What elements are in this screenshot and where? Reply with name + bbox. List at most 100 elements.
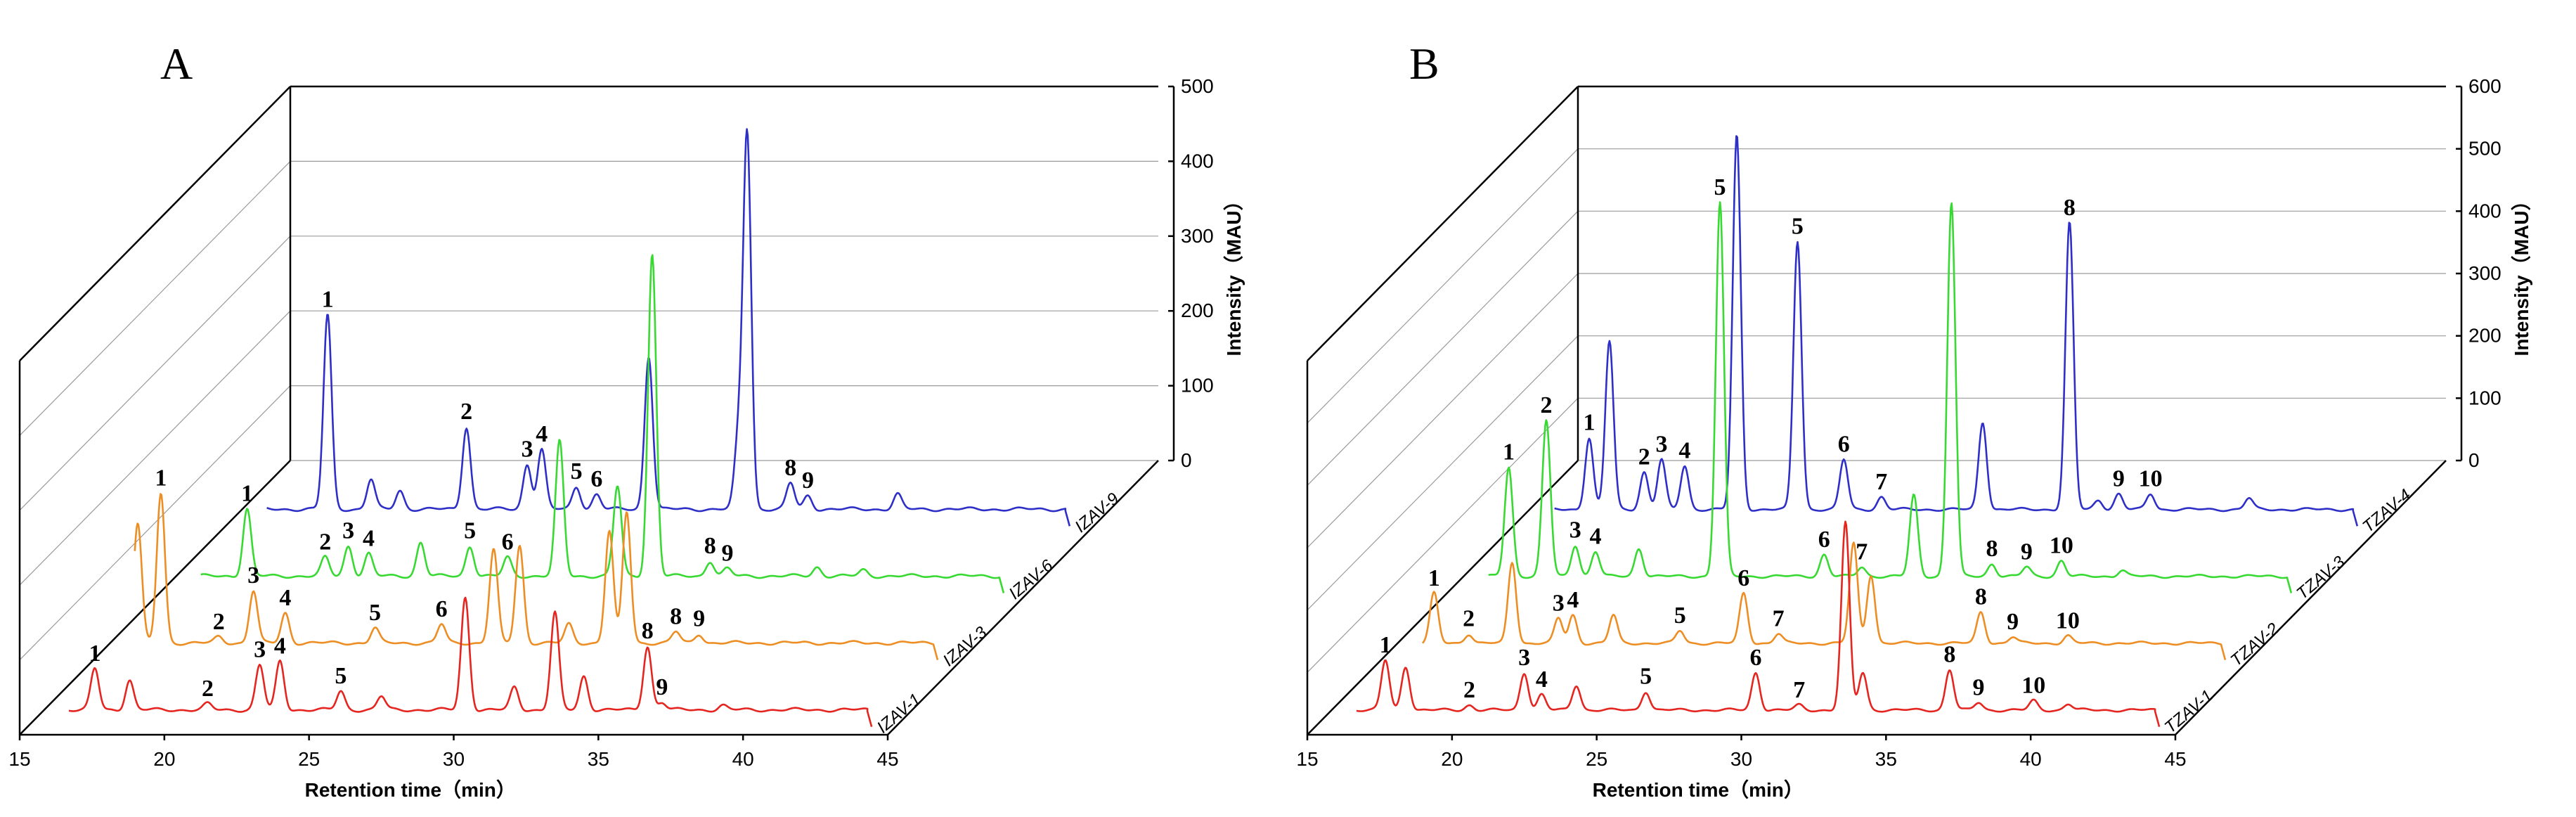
peak-label: 5 xyxy=(1714,174,1726,200)
peak-label: 2 xyxy=(1463,677,1475,703)
y-tick-label: 400 xyxy=(2468,200,2501,221)
peak-label: 9 xyxy=(2007,609,2019,635)
peak-label: 5 xyxy=(1640,663,1652,689)
peak-label: 3 xyxy=(342,518,354,544)
peak-label: 8 xyxy=(2064,195,2076,221)
peak-label: 6 xyxy=(1818,527,1830,553)
y-tick-label: 500 xyxy=(2468,138,2501,160)
peak-label: 1 xyxy=(322,287,334,313)
peak-label: 6 xyxy=(1737,565,1749,591)
x-tick-label: 45 xyxy=(2164,748,2186,770)
series-label: IZAV-9 xyxy=(1071,489,1122,536)
peak-label: 6 xyxy=(436,596,448,622)
peak-label: 4 xyxy=(536,421,548,447)
peak-label: 10 xyxy=(2056,607,2080,633)
side-gridline xyxy=(1307,397,1579,673)
trace-line xyxy=(1554,135,2359,527)
peak-label: 9 xyxy=(1972,674,1984,700)
x-tick-label: 45 xyxy=(876,748,898,770)
peak-label: 8 xyxy=(704,533,716,559)
series-IZAV-9: IZAV-9 1 2 345 6 8 9 xyxy=(266,128,1122,536)
peak-label: 3 xyxy=(1518,645,1530,671)
peak-label: 6 xyxy=(1750,645,1762,671)
peak-label: 2 xyxy=(1638,444,1650,470)
peak-label: 4 xyxy=(1536,667,1548,693)
peak-label: 1 xyxy=(1584,410,1596,436)
peak-label: 5 xyxy=(1792,213,1804,239)
peak-label: 3 xyxy=(247,562,259,588)
x-tick-label: 25 xyxy=(298,748,320,770)
y-tick-label: 200 xyxy=(1181,300,1214,321)
peak-label: 3 xyxy=(522,436,533,462)
peak-label: 7 xyxy=(1856,539,1868,565)
y-tick-label: 0 xyxy=(2468,449,2480,471)
x-tick-label: 35 xyxy=(1875,748,1897,770)
peak-label: 8 xyxy=(670,603,682,629)
series-label: TZAV-3 xyxy=(2293,552,2348,603)
side-gridline xyxy=(19,236,291,511)
x-tick-label: 40 xyxy=(732,748,754,770)
peak-label: 9 xyxy=(2021,539,2033,565)
x-tick-label: 15 xyxy=(1296,748,1318,770)
peak-label: 5 xyxy=(369,600,381,626)
peak-label: 1 xyxy=(1380,632,1392,658)
trace-line xyxy=(200,254,1005,593)
peak-label: 3 xyxy=(254,637,266,663)
peak-label: 1 xyxy=(241,481,253,507)
y-tick-label: 400 xyxy=(1181,150,1214,172)
x-tick-label: 15 xyxy=(8,748,30,770)
side-gridline xyxy=(1307,148,1579,424)
peak-label: 1 xyxy=(155,465,167,491)
x-tick-label: 25 xyxy=(1586,748,1607,770)
series-label: TZAV-2 xyxy=(2227,619,2283,670)
trace-line xyxy=(68,596,873,728)
peak-label: 2 xyxy=(202,676,214,702)
peak-label: 6 xyxy=(502,529,514,555)
y-tick-label: 500 xyxy=(1181,75,1214,97)
y-tick-label: 200 xyxy=(2468,325,2501,347)
series-label: IZAV-1 xyxy=(874,690,925,737)
trace-line xyxy=(134,493,939,660)
peak-label: 3 xyxy=(1553,590,1565,616)
top-diagonal-edge xyxy=(19,86,291,361)
peak-label: 9 xyxy=(656,674,668,700)
side-gridline xyxy=(19,160,291,436)
series-label: TZAV-4 xyxy=(2359,486,2414,536)
peak-label: 6 xyxy=(590,466,602,492)
peak-label: 2 xyxy=(213,609,225,635)
peak-label: 5 xyxy=(1674,603,1686,629)
side-gridline xyxy=(1307,273,1579,548)
peak-label: 1 xyxy=(1428,565,1440,591)
y-axis-title: Intensity（MAU） xyxy=(2510,191,2532,356)
series-label: IZAV-3 xyxy=(940,622,991,670)
peak-label: 10 xyxy=(2021,673,2045,699)
y-tick-label: 600 xyxy=(2468,75,2501,97)
trace-line xyxy=(1421,541,2227,660)
panel-letter: B xyxy=(1409,39,1439,89)
x-axis-title: Retention time（min） xyxy=(305,778,516,801)
y-tick-label: 0 xyxy=(1181,449,1192,471)
top-diagonal-edge xyxy=(1307,86,1579,361)
x-axis-title: Retention time（min） xyxy=(1593,778,1804,801)
peak-label: 9 xyxy=(802,468,814,494)
trace-line xyxy=(266,128,1071,527)
peak-label: 7 xyxy=(1793,677,1805,703)
peak-label: 4 xyxy=(279,585,291,611)
y-tick-label: 100 xyxy=(1181,375,1214,397)
peak-label: 4 xyxy=(363,525,375,551)
y-axis-title: Intensity（MAU） xyxy=(1222,191,1245,356)
trace-line xyxy=(1488,201,2293,593)
peak-label: 3 xyxy=(1655,432,1667,458)
series-label: TZAV-1 xyxy=(2161,686,2217,737)
peak-label: 9 xyxy=(2113,466,2125,492)
x-tick-label: 35 xyxy=(588,748,609,770)
peak-label: 8 xyxy=(1943,641,1955,667)
peak-label: 6 xyxy=(1838,432,1850,458)
peak-label: 2 xyxy=(460,399,472,425)
